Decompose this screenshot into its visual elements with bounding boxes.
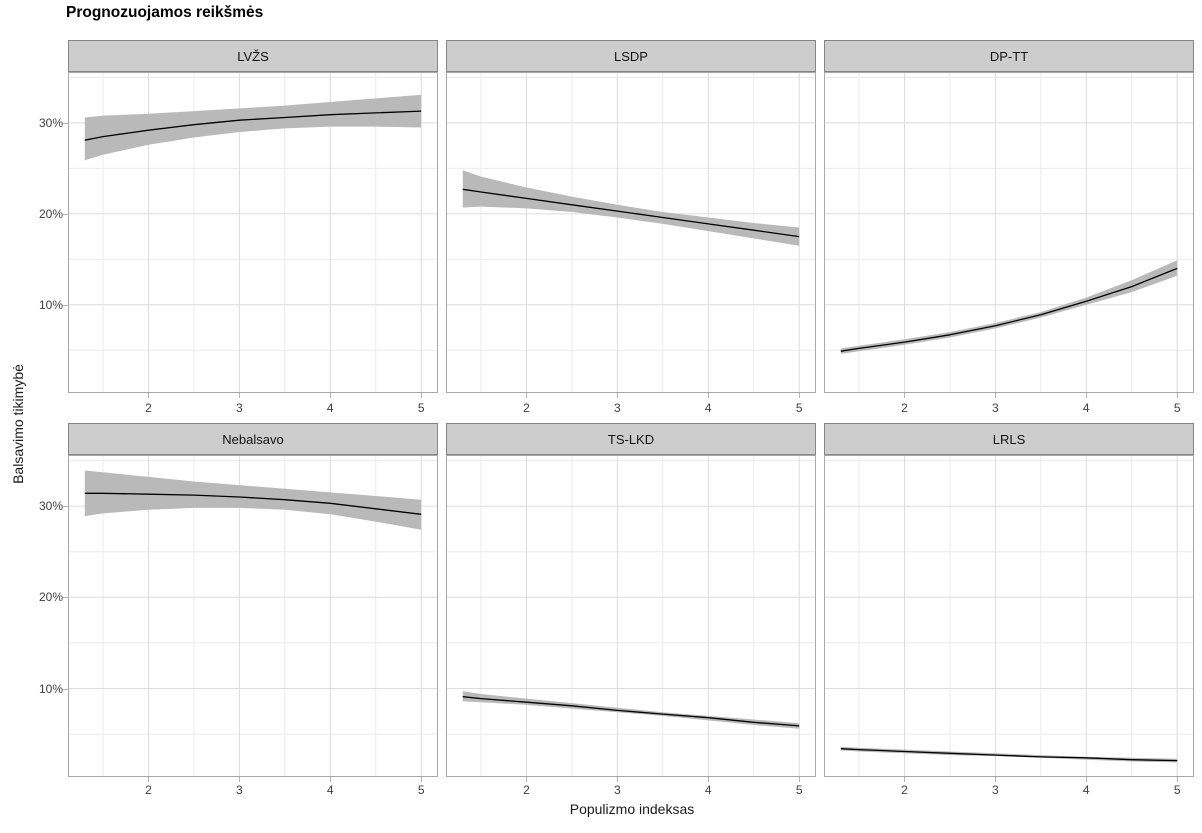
- facet-strip-label: TS-LKD: [607, 431, 655, 447]
- y-tick-label: 30%: [38, 499, 63, 514]
- facet-plot-ts-lkd: [446, 455, 816, 777]
- x-tick-mark: [526, 777, 527, 782]
- facet-plot-lvzs: [68, 72, 438, 393]
- x-tick-label: 4: [704, 401, 712, 415]
- x-tick-label: 3: [614, 401, 621, 415]
- x-tick-mark: [330, 393, 331, 398]
- x-tick-label: 5: [1173, 783, 1181, 797]
- y-tick-label: 20%: [38, 206, 63, 221]
- x-tick-mark: [1086, 777, 1087, 782]
- facet-plot-lrls: [824, 455, 1194, 777]
- facet-strip-label: DP-TT: [989, 48, 1029, 64]
- facet-panel-lvzs: LVŽS: [68, 40, 438, 393]
- x-tick-label: 2: [145, 783, 152, 797]
- x-tick-mark: [1177, 393, 1178, 398]
- x-tick-mark: [1177, 777, 1178, 782]
- x-tick-label: 5: [417, 401, 425, 415]
- facet-panel-dp-tt: DP-TT: [824, 40, 1194, 393]
- facet-panel-lsdp: LSDP: [446, 40, 816, 393]
- x-tick-mark: [617, 777, 618, 782]
- chart-title: Prognozuojamos reikšmės: [66, 4, 264, 21]
- x-tick-label: 5: [1173, 401, 1181, 415]
- facet-strip-label: Nebalsavo: [222, 431, 284, 447]
- facet-panel-lrls: LRLS: [824, 423, 1194, 777]
- x-tick-mark: [904, 393, 905, 398]
- x-tick-label: 5: [417, 783, 425, 797]
- x-tick-mark: [148, 777, 149, 782]
- x-tick-mark: [708, 777, 709, 782]
- facet-panel-ts-lkd: TS-LKD: [446, 423, 816, 777]
- y-tick-label: 30%: [38, 115, 63, 130]
- facet-strip-lvzs: LVŽS: [68, 40, 438, 72]
- y-tick-label: 20%: [38, 590, 63, 605]
- x-tick-mark: [708, 393, 709, 398]
- y-tick-label: 10%: [38, 681, 63, 696]
- x-tick-mark: [421, 393, 422, 398]
- y-tick-label: 10%: [38, 297, 63, 312]
- x-tick-label: 2: [901, 401, 908, 415]
- x-tick-label: 2: [145, 401, 152, 415]
- y-tick-mark: [63, 305, 68, 306]
- x-tick-label: 4: [326, 783, 334, 797]
- x-tick-label: 4: [1082, 401, 1090, 415]
- facet-strip-dp-tt: DP-TT: [824, 40, 1194, 72]
- x-tick-mark: [995, 393, 996, 398]
- facet-plot-lsdp: [446, 72, 816, 393]
- x-tick-label: 2: [523, 783, 530, 797]
- x-tick-label: 2: [523, 401, 530, 415]
- x-tick-mark: [799, 393, 800, 398]
- facet-strip-nebalsavo: Nebalsavo: [68, 423, 438, 455]
- y-tick-mark: [63, 123, 68, 124]
- x-tick-mark: [904, 777, 905, 782]
- x-tick-label: 5: [795, 401, 803, 415]
- x-tick-label: 3: [992, 783, 999, 797]
- x-tick-label: 2: [901, 783, 908, 797]
- x-tick-label: 3: [992, 401, 999, 415]
- facet-strip-label: LRLS: [992, 431, 1026, 447]
- x-tick-label: 3: [236, 401, 243, 415]
- x-tick-mark: [526, 393, 527, 398]
- y-axis-title: Balsavimo tikimybė: [10, 364, 26, 484]
- x-tick-label: 3: [236, 783, 243, 797]
- y-tick-mark: [63, 506, 68, 507]
- facet-panel-nebalsavo: Nebalsavo: [68, 423, 438, 777]
- x-tick-label: 4: [1082, 783, 1090, 797]
- y-tick-mark: [63, 214, 68, 215]
- x-tick-label: 4: [704, 783, 712, 797]
- x-tick-label: 4: [326, 401, 334, 415]
- facet-strip-ts-lkd: TS-LKD: [446, 423, 816, 455]
- x-tick-mark: [148, 393, 149, 398]
- x-tick-label: 3: [614, 783, 621, 797]
- y-tick-mark: [63, 689, 68, 690]
- x-tick-mark: [799, 777, 800, 782]
- facet-strip-lrls: LRLS: [824, 423, 1194, 455]
- facet-strip-label: LSDP: [614, 48, 648, 64]
- x-tick-mark: [421, 777, 422, 782]
- facet-strip-label: LVŽS: [237, 48, 269, 64]
- x-tick-mark: [617, 393, 618, 398]
- x-tick-mark: [995, 777, 996, 782]
- x-tick-mark: [239, 777, 240, 782]
- facet-strip-lsdp: LSDP: [446, 40, 816, 72]
- x-tick-mark: [330, 777, 331, 782]
- facet-plot-nebalsavo: [68, 455, 438, 777]
- x-tick-label: 5: [795, 783, 803, 797]
- x-axis-title: Populizmo indeksas: [569, 801, 695, 817]
- y-tick-mark: [63, 597, 68, 598]
- x-tick-mark: [239, 393, 240, 398]
- facet-plot-dp-tt: [824, 72, 1194, 393]
- x-tick-mark: [1086, 393, 1087, 398]
